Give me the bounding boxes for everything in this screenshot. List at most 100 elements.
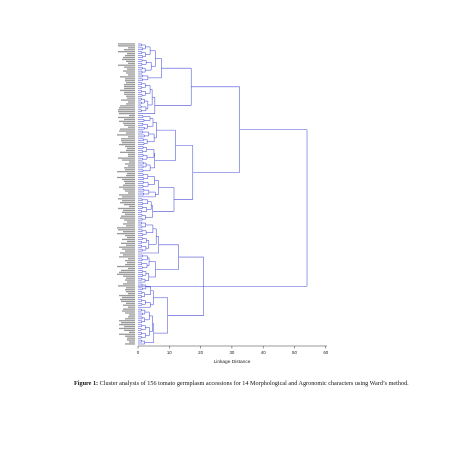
leaf-label bbox=[124, 180, 135, 183]
leaf-label bbox=[127, 236, 135, 239]
leaf-label bbox=[123, 231, 135, 233]
leaf-label bbox=[128, 155, 135, 157]
leaf-label bbox=[118, 157, 135, 159]
leaf-label bbox=[126, 103, 135, 105]
leaf-label bbox=[122, 310, 135, 312]
leaf-label bbox=[122, 238, 135, 241]
leaf-label bbox=[120, 217, 135, 219]
leaf-label bbox=[118, 51, 135, 53]
leaf-label bbox=[119, 320, 135, 322]
leaf-label bbox=[120, 105, 135, 107]
leaf-label bbox=[123, 304, 135, 306]
leaf-label bbox=[125, 234, 135, 237]
leaf-label bbox=[119, 130, 135, 132]
x-axis-title: Linkage Distance bbox=[214, 359, 251, 365]
leaf-label bbox=[119, 327, 135, 330]
leaf-label bbox=[125, 213, 135, 215]
leaf-label bbox=[120, 89, 135, 92]
leaf-label bbox=[123, 209, 135, 212]
leaf-label bbox=[123, 184, 135, 186]
leaf-label bbox=[127, 337, 135, 339]
leaf-label bbox=[128, 74, 135, 76]
leaf-label bbox=[125, 78, 135, 80]
leaf-label bbox=[129, 161, 135, 163]
leaf-label bbox=[119, 143, 135, 146]
leaf-label bbox=[121, 138, 135, 140]
leaf-label bbox=[125, 145, 135, 148]
leaf-label bbox=[128, 126, 135, 128]
leaf-label bbox=[125, 250, 135, 252]
leaf-label bbox=[126, 82, 135, 84]
x-axis-tick-label: 60 bbox=[323, 350, 328, 355]
leaf-label bbox=[118, 207, 135, 210]
leaf-label bbox=[121, 215, 135, 217]
leaf-label bbox=[123, 308, 135, 310]
leaf-label bbox=[128, 153, 135, 155]
leaf-label bbox=[118, 45, 135, 47]
leaf-label bbox=[120, 298, 135, 301]
leaf-label bbox=[124, 167, 135, 169]
leaf-label bbox=[129, 331, 135, 333]
leaf-label bbox=[121, 269, 135, 272]
leaf-label bbox=[127, 52, 135, 55]
leaf-label bbox=[122, 142, 135, 144]
leaf-label bbox=[127, 221, 135, 223]
leaf-label bbox=[124, 93, 135, 95]
leaf-label bbox=[123, 56, 135, 59]
leaf-label bbox=[117, 134, 135, 136]
leaf-label bbox=[127, 339, 135, 341]
leaf-label bbox=[126, 60, 135, 63]
leaf-label bbox=[122, 296, 135, 299]
leaf-labels bbox=[117, 43, 135, 345]
leaf-label bbox=[122, 178, 135, 181]
leaf-label bbox=[124, 219, 135, 221]
leaf-label bbox=[128, 258, 135, 260]
leaf-label bbox=[117, 232, 135, 235]
leaf-label bbox=[123, 122, 135, 124]
leaf-label bbox=[118, 111, 135, 113]
leaf-label bbox=[121, 140, 135, 142]
leaf-label bbox=[118, 109, 135, 111]
leaf-label bbox=[117, 227, 135, 229]
leaf-label bbox=[119, 120, 135, 123]
leaf-label bbox=[124, 325, 135, 328]
leaf-label bbox=[126, 132, 135, 134]
leaf-label bbox=[119, 294, 135, 297]
leaf-label bbox=[124, 83, 135, 86]
leaf-label bbox=[125, 80, 135, 82]
leaf-label bbox=[124, 85, 135, 88]
leaf-label bbox=[127, 262, 135, 264]
leaf-label bbox=[127, 240, 135, 243]
leaf-label bbox=[120, 151, 135, 153]
leaf-label bbox=[128, 316, 135, 318]
leaf-label bbox=[117, 265, 135, 268]
leaf-label bbox=[124, 66, 135, 68]
leaf-label bbox=[118, 116, 135, 119]
leaf-label bbox=[119, 194, 135, 196]
leaf-label bbox=[121, 242, 135, 244]
x-axis: 0 10 20 30 40 50 60 bbox=[137, 345, 329, 355]
leaf-label bbox=[128, 165, 135, 167]
leaf-label bbox=[122, 200, 135, 202]
leaf-label bbox=[127, 97, 135, 99]
leaf-label bbox=[119, 107, 135, 109]
leaf-label bbox=[128, 306, 135, 308]
leaf-label bbox=[118, 64, 135, 66]
leaf-label bbox=[126, 277, 135, 279]
leaf-label bbox=[118, 43, 135, 45]
leaf-label bbox=[122, 196, 135, 198]
leaf-label bbox=[124, 118, 135, 121]
x-axis-tick-label: 10 bbox=[167, 350, 172, 355]
leaf-label bbox=[127, 281, 135, 283]
leaf-label bbox=[126, 174, 135, 177]
leaf-label bbox=[119, 246, 135, 248]
leaf-label bbox=[120, 128, 135, 130]
leaf-label bbox=[128, 192, 135, 194]
leaf-label bbox=[125, 289, 135, 291]
leaf-label bbox=[117, 171, 135, 173]
leaf-label bbox=[129, 205, 135, 208]
leaf-label bbox=[125, 343, 135, 345]
leaf-label bbox=[119, 112, 135, 115]
leaf-label bbox=[129, 114, 135, 117]
